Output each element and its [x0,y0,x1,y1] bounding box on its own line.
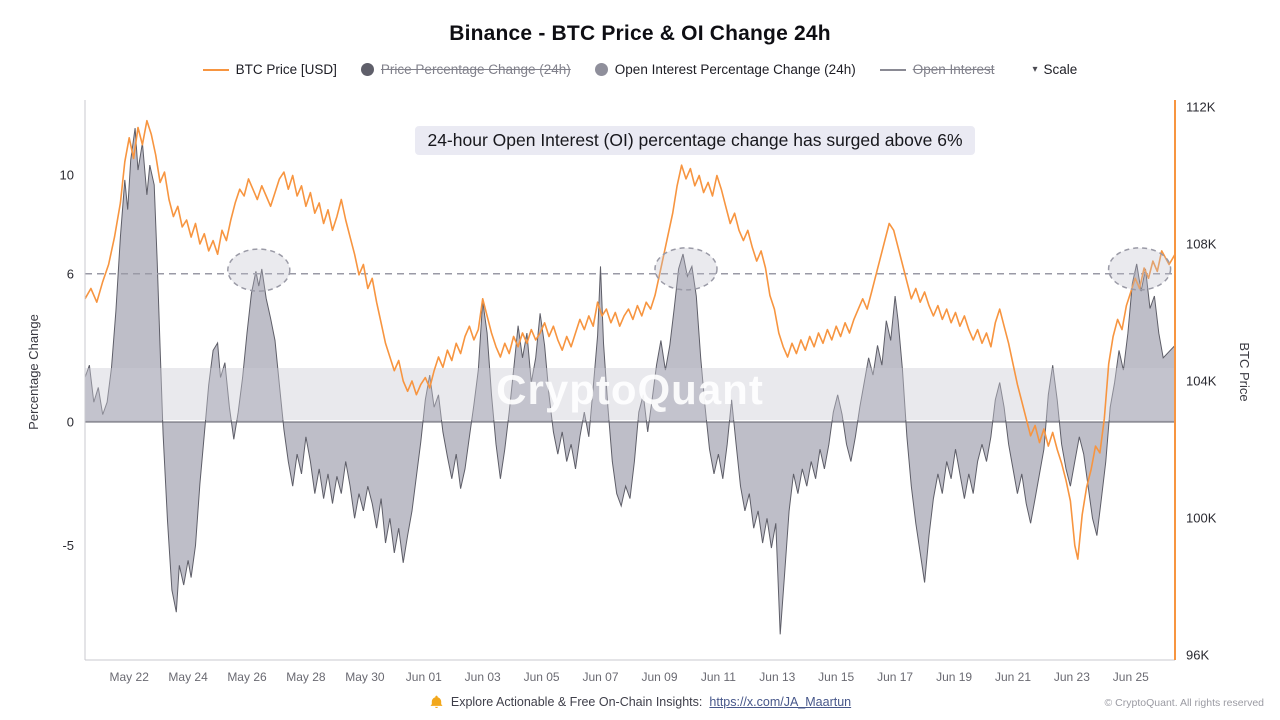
watermark-text: CryptoQuant [496,366,764,413]
highlight-ellipse [654,247,718,291]
copyright-notice: © CryptoQuant. All rights reserved [1104,697,1264,709]
legend-label: Open Interest [912,62,995,77]
plot-area[interactable] [85,100,1175,660]
x-tick-label: May 26 [227,670,267,684]
legend-item-btc-price[interactable]: BTC Price [USD] [202,62,337,77]
x-tick-label: Jun 07 [582,670,618,684]
legend-item-price-pct-change[interactable]: Price Percentage Change (24h) [360,62,571,77]
highlight-ellipse [1107,247,1172,291]
x-tick-label: May 28 [286,670,326,684]
y-tick-label-left: 0 [67,415,74,430]
x-tick-label: Jun 21 [995,670,1031,684]
x-tick-label: Jun 05 [524,670,560,684]
caret-down-icon: ▾ [1032,63,1038,75]
footer-link[interactable]: https://x.com/JA_Maartun [709,695,852,709]
y-tick-label-right: 104K [1186,374,1217,389]
right-axis-title: BTC Price [1237,342,1252,401]
y-tick-label-right: 100K [1186,511,1217,526]
x-tick-label: Jun 01 [406,670,442,684]
x-tick-label: Jun 09 [641,670,677,684]
x-tick-label: Jun 19 [936,670,972,684]
x-tick-label: Jun 13 [759,670,795,684]
x-tick-label: Jun 11 [701,670,736,684]
y-tick-label-left: 10 [60,168,74,183]
x-tick-label: May 24 [168,670,208,684]
x-tick-label: Jun 25 [1113,670,1149,684]
y-tick-label-right: 96K [1186,648,1209,663]
footer-text: Explore Actionable & Free On-Chain Insig… [450,695,703,709]
legend-label: BTC Price [USD] [235,62,337,77]
scale-label: Scale [1043,62,1078,77]
legend-line-icon [202,68,229,71]
x-tick-label: Jun 03 [465,670,501,684]
y-tick-label-right: 108K [1186,237,1217,252]
legend-item-open-interest[interactable]: Open Interest [879,62,995,77]
x-tick-label: Jun 23 [1054,670,1090,684]
y-tick-label-left: -5 [62,538,74,553]
x-tick-label: Jun 15 [818,670,854,684]
legend-item-oi-pct-change[interactable]: Open Interest Percentage Change (24h) [594,62,856,77]
chart-legend: BTC Price [USD] Price Percentage Change (… [0,62,1280,77]
scale-dropdown[interactable]: ▾ Scale [1033,62,1078,77]
x-tick-label: Jun 17 [877,670,913,684]
left-axis-title: Percentage Change [26,314,41,430]
x-tick-label: May 22 [110,670,150,684]
legend-dot-icon [594,63,608,76]
chart-title: Binance - BTC Price & OI Change 24h [449,22,831,45]
x-tick-label: May 30 [345,670,385,684]
y-tick-label-right: 112K [1186,100,1216,115]
y-tick-label-left: 6 [67,266,74,281]
bell-icon [429,694,444,710]
legend-label: Price Percentage Change (24h) [380,62,571,77]
footer: Explore Actionable & Free On-Chain Insig… [0,694,1280,710]
highlight-ellipse [227,248,291,292]
legend-dot-icon [360,63,374,76]
legend-label: Open Interest Percentage Change (24h) [614,62,856,77]
watermark-band [85,368,1175,420]
btc-price-line [84,119,1176,560]
legend-line-icon [879,68,906,71]
